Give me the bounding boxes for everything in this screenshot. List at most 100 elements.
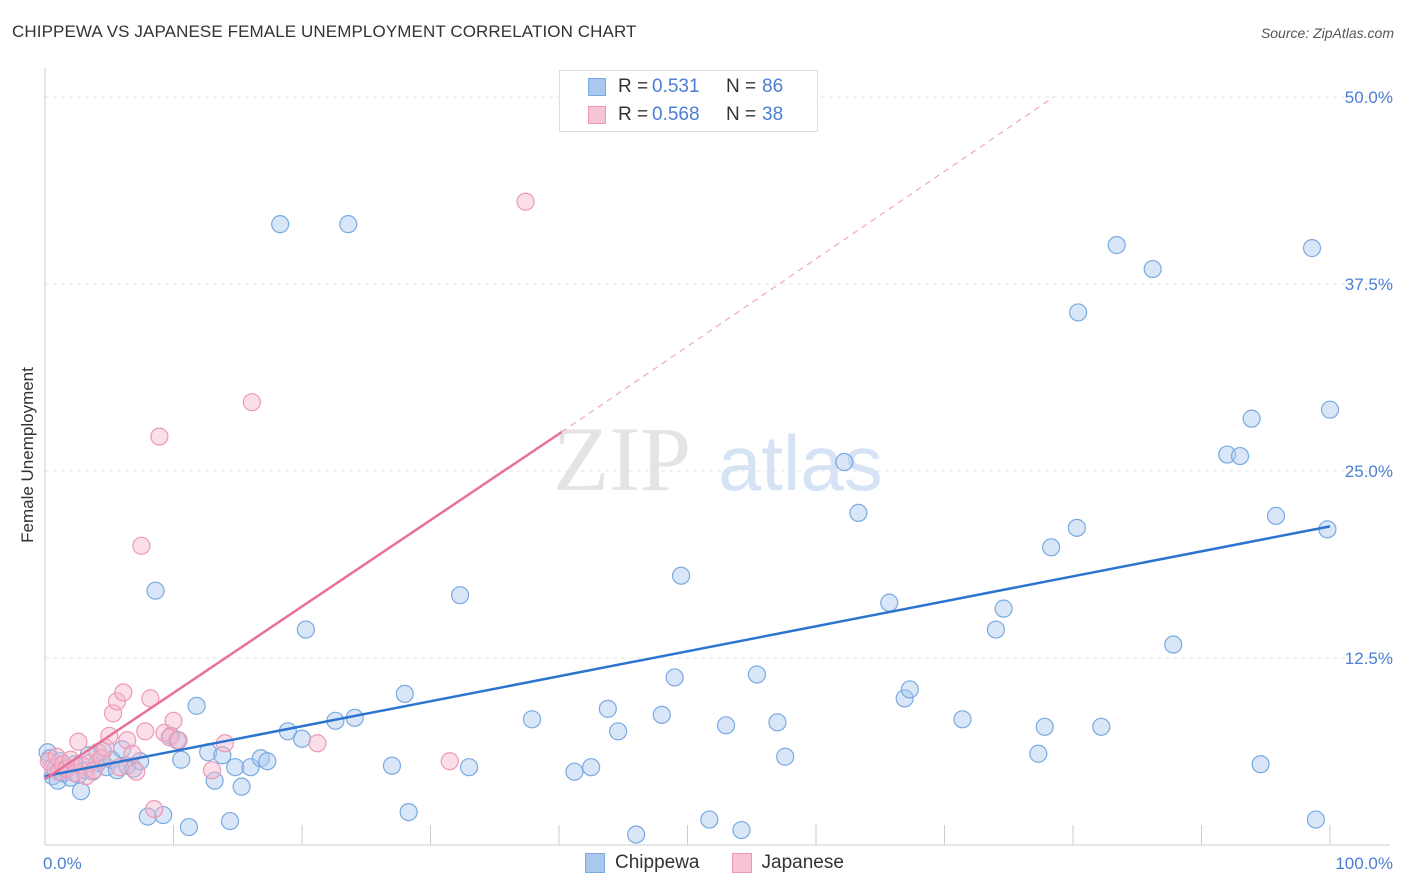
chippewa-point-81 (1092, 717, 1111, 736)
chippewa-point-53 (522, 710, 542, 729)
y-tick-label-2: 37.5% (1345, 275, 1393, 294)
y-axis-label: Female Unemployment (18, 367, 37, 543)
japanese-point-17 (104, 704, 123, 723)
japanese-point-20 (114, 683, 133, 702)
japanese-point-33 (202, 761, 222, 780)
chippewa-point-57 (609, 722, 628, 741)
chippewa-point-69 (849, 503, 868, 522)
chippewa-point-44 (296, 620, 315, 639)
chippewa-point-40 (258, 752, 277, 771)
chippewa-point-82 (1107, 236, 1126, 255)
chippewa-point-79 (1067, 518, 1086, 537)
chippewa-point-26 (154, 805, 173, 825)
chippewa-point-34 (213, 746, 232, 765)
series-chippewa-points (38, 215, 1340, 844)
legend-row-chippewa: R = 0.531 N = 86 (560, 73, 783, 101)
chippewa-point-24 (138, 807, 157, 826)
japanese-point-28 (150, 427, 169, 446)
chippewa-point-63 (716, 716, 736, 735)
japanese-point-37 (440, 752, 459, 771)
chippewa-point-43 (292, 729, 312, 748)
chippewa-point-70 (880, 593, 899, 612)
correlation-legend: R = 0.531 N = 86 R = 0.568 N = 38 (559, 70, 818, 132)
legend-r-value-japanese: 0.568 (652, 104, 700, 125)
chippewa-point-84 (1164, 635, 1183, 654)
japanese-point-38 (516, 192, 535, 211)
chippewa-point-62 (700, 810, 719, 829)
y-tick-label-0: 12.5% (1345, 649, 1393, 668)
chippewa-point-54 (565, 762, 584, 781)
chippewa-point-64 (732, 820, 751, 840)
japanese-point-35 (242, 393, 261, 412)
chart-title: CHIPPEWA VS JAPANESE FEMALE UNEMPLOYMENT… (12, 22, 637, 41)
tick-labels: 12.5% 25.0% 37.5% 50.0% 0.0% 100.0% (43, 88, 1393, 873)
watermark-atlas: atlas (718, 419, 883, 507)
chippewa-point-72 (900, 680, 919, 699)
legend-n-label: N = (726, 76, 757, 97)
japanese-legend-icon (731, 853, 752, 873)
chippewa-trend-line (44, 525, 1331, 778)
chippewa-point-75 (994, 599, 1013, 618)
chippewa-point-74 (986, 620, 1006, 639)
chippewa-point-67 (776, 747, 795, 766)
chippewa-point-29 (172, 750, 191, 769)
japanese-point-8 (69, 732, 88, 751)
japanese-point-27 (145, 799, 164, 819)
chippewa-point-25 (146, 581, 165, 600)
chippewa-point-91 (1318, 520, 1337, 539)
legend-n-label: N = (726, 104, 757, 125)
chippewa-point-77 (1035, 717, 1054, 736)
chippewa-point-61 (671, 566, 691, 585)
chippewa-point-66 (768, 713, 787, 732)
series-legend-japanese: Japanese (731, 852, 844, 874)
legend-r-label: R = (618, 76, 649, 97)
chippewa-point-50 (399, 802, 418, 822)
axes (44, 68, 1390, 846)
chippewa-point-52 (459, 758, 479, 777)
chippewa-point-31 (187, 696, 206, 715)
chippewa-point-51 (450, 586, 470, 605)
chippewa-point-41 (271, 215, 290, 234)
series-legend-japanese-label: Japanese (761, 852, 844, 873)
chippewa-point-55 (582, 758, 601, 777)
chippewa-point-68 (835, 452, 854, 472)
chippewa-point-87 (1242, 409, 1261, 428)
chippewa-point-83 (1143, 259, 1162, 279)
legend-row-japanese: R = 0.568 N = 38 (560, 101, 783, 129)
chippewa-point-56 (598, 699, 617, 718)
source-attribution: Source: ZipAtlas.com (1260, 25, 1394, 41)
watermark: ZIP atlas (553, 408, 883, 510)
chippewa-point-38 (241, 758, 260, 777)
chippewa-point-88 (1251, 755, 1270, 774)
x-tick-label-min: 0.0% (43, 854, 82, 873)
x-tick-label-max: 100.0% (1335, 854, 1393, 873)
japanese-point-31 (164, 711, 183, 730)
y-tick-label-3: 50.0% (1345, 88, 1393, 107)
legend-n-value-japanese: 38 (762, 104, 784, 125)
japanese-point-21 (118, 731, 137, 750)
legend-n-value-chippewa: 86 (762, 76, 784, 97)
chippewa-point-86 (1230, 446, 1250, 466)
chippewa-legend-icon (585, 853, 605, 873)
chippewa-point-58 (626, 825, 646, 844)
chippewa-point-30 (179, 817, 199, 837)
japanese-point-2 (47, 747, 66, 766)
y-tick-label-1: 25.0% (1345, 462, 1393, 481)
watermark-zip: ZIP (553, 408, 691, 510)
series-legend-chippewa-label: Chippewa (615, 852, 700, 873)
chippewa-point-60 (665, 668, 684, 687)
chippewa-point-80 (1069, 303, 1088, 322)
chippewa-point-78 (1042, 538, 1061, 557)
legend-r-value-chippewa: 0.531 (652, 76, 700, 97)
series-legend-chippewa: Chippewa (585, 852, 700, 874)
chippewa-point-65 (747, 665, 766, 684)
japanese-point-24 (132, 536, 151, 555)
gridlines (45, 96, 1390, 659)
chippewa-point-46 (339, 215, 358, 234)
chippewa-point-90 (1302, 238, 1322, 258)
japanese-point-14 (92, 749, 111, 768)
japanese-point-25 (136, 722, 155, 741)
chippewa-swatch-icon (588, 78, 606, 96)
chippewa-point-73 (953, 710, 972, 729)
